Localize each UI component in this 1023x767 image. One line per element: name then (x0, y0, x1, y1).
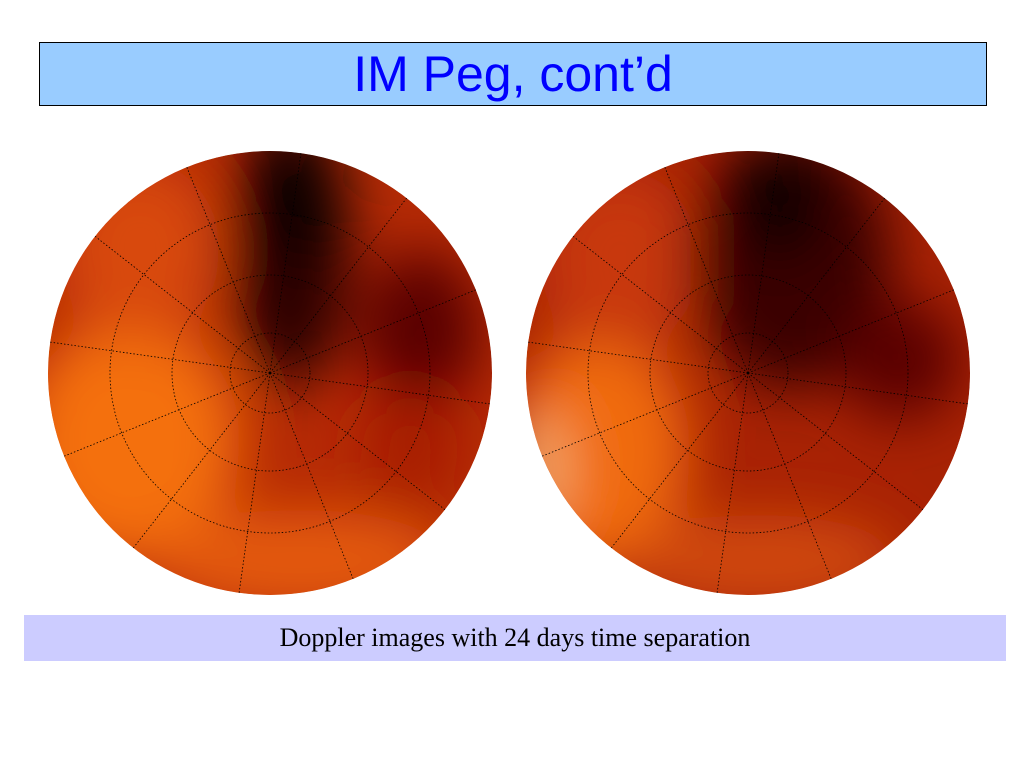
grid-line (171, 274, 369, 472)
coordinate-grid (50, 153, 968, 593)
caption-box: Doppler images with 24 days time separat… (24, 615, 1006, 661)
grid-line (707, 332, 789, 414)
doppler-map-1 (48, 151, 492, 595)
doppler-map-2 (526, 151, 970, 595)
grid-line (229, 332, 311, 414)
title: IM Peg, cont’d (353, 46, 673, 102)
doppler-images (48, 151, 970, 595)
grid-line (587, 212, 909, 534)
caption: Doppler images with 24 days time separat… (279, 623, 751, 652)
grid-line (649, 274, 847, 472)
title-box: IM Peg, cont’d (39, 42, 987, 106)
grid-line (109, 212, 431, 534)
